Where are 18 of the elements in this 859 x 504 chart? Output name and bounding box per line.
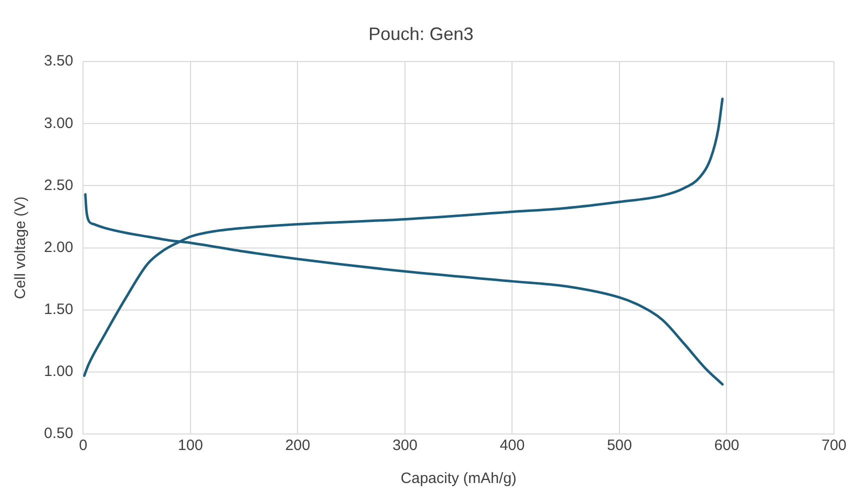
x-tick-label: 100 xyxy=(178,437,203,454)
x-tick-label: 0 xyxy=(79,437,88,454)
y-tick-label: 3.00 xyxy=(44,114,74,132)
x-tick-label: 300 xyxy=(392,437,418,454)
y-tick-label: 1.50 xyxy=(44,301,74,318)
y-tick-label: 2.50 xyxy=(44,176,74,194)
y-axis-title: Cell voltage (V) xyxy=(12,196,30,300)
y-tick-label: 3.50 xyxy=(44,52,74,70)
y-tick-label: 2.00 xyxy=(44,238,74,256)
y-tick-label: 1.00 xyxy=(44,363,74,380)
x-tick-label: 500 xyxy=(606,437,632,454)
x-axis-title: Capacity (mAh/g) xyxy=(400,470,517,488)
x-tick-label: 700 xyxy=(821,437,847,454)
x-tick-label: 600 xyxy=(714,437,740,454)
y-tick-label: 0.50 xyxy=(44,425,74,442)
x-tick-label: 400 xyxy=(500,437,525,454)
x-tick-label: 200 xyxy=(285,437,310,454)
chart-title: Pouch: Gen3 xyxy=(368,24,474,44)
